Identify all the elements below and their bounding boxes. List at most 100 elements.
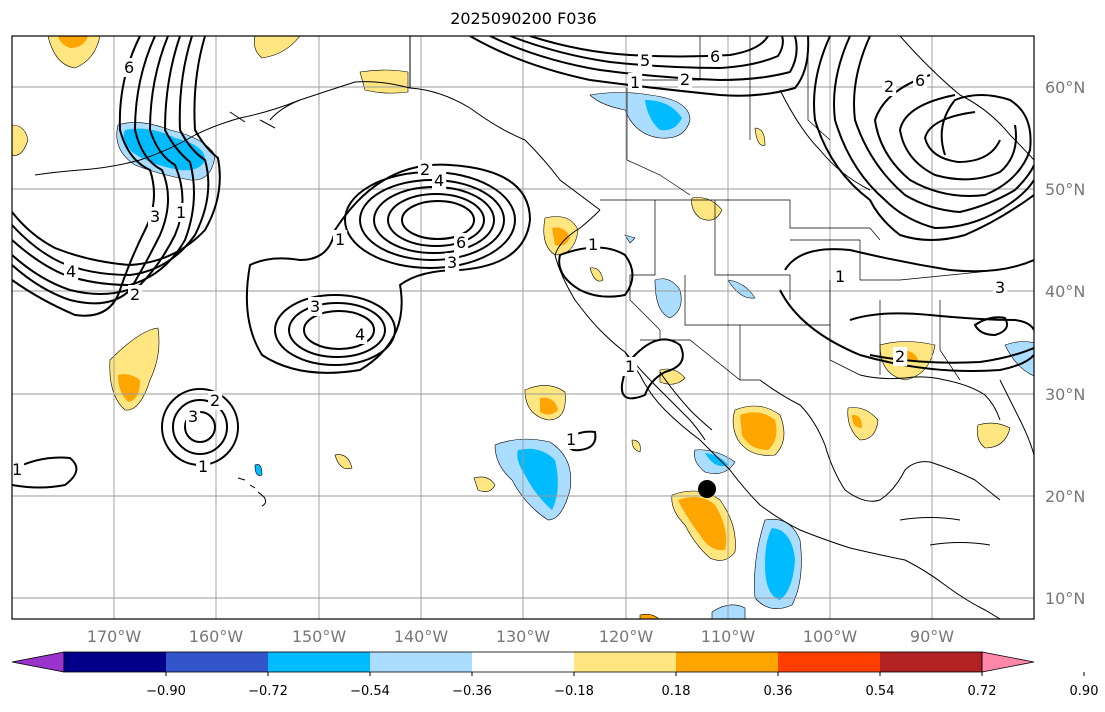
contour-label: 3 [310,297,320,316]
contour-label: 3 [447,253,457,272]
contour-label-halo [564,430,579,449]
contour-label: 6 [915,71,925,90]
colorbar-swatch [574,652,677,672]
contour-label: 2 [420,160,430,179]
map-frame [11,35,1035,620]
contour-label-halo [833,267,848,286]
contour-label-halo [418,160,433,179]
contour-label-halo [128,285,143,304]
lon-label: 150°W [292,627,347,646]
contour-label: 6 [456,233,466,252]
colorbar-tick-label: 0.72 [968,684,997,699]
contour-label: 1 [625,357,635,376]
contour-label-halo [454,233,469,252]
negative-anomaly-shading [116,92,1034,619]
contour-label: 2 [130,285,140,304]
colorbar-swatch [880,652,983,672]
lon-label: 170°W [87,627,142,646]
lat-label: 40°N [1045,282,1085,301]
contour-label-halo [708,47,723,66]
contour-label-halo [628,73,643,92]
contour-label-halo [993,278,1008,297]
contour-label: 1 [335,230,345,249]
colorbar-tick-label: −0.18 [554,684,594,699]
contour-label: 4 [66,262,76,281]
contour-label-halo [12,460,25,479]
contour-label: 1 [176,203,186,222]
contour-label: 1 [835,267,845,286]
contour-label-halo [913,71,928,90]
contour-label-halo [196,457,211,476]
lon-label: 120°W [599,627,654,646]
longitude-labels: 170°W 160°W 150°W 140°W 130°W 120°W 110°… [87,627,954,646]
contour-label: 2 [210,391,220,410]
contour-label-halo [882,77,897,96]
contour-label-halo [678,70,693,89]
map-title: 2025090200 F036 [450,9,597,28]
contour-label: 6 [710,47,720,66]
latitude-labels: 60°N 50°N 40°N 30°N 20°N 10°N [1045,78,1085,608]
coastlines [34,36,1034,619]
lat-label: 30°N [1045,385,1085,404]
contour-label: 1 [566,430,576,449]
colorbar-tick-label: −0.36 [452,684,492,699]
contour-label: 1 [630,73,640,92]
colorbar-swatch [778,652,881,672]
contour-label-halo [445,253,460,272]
contour-label-halo [586,235,601,254]
lat-label: 20°N [1045,487,1085,506]
contour-label: 2 [895,347,905,366]
contour-label: 3 [150,207,160,226]
contour-label: 2 [884,77,894,96]
colorbar-swatch [166,652,269,672]
colorbar: −0.90 −0.72 −0.54 −0.36 −0.18 0.18 0.36 0.54 0.7… [11,651,1099,699]
contour-label: 1 [12,460,22,479]
colorbar-frame [63,651,983,673]
lon-label: 160°W [189,627,244,646]
colorbar-extend-low [11,651,65,673]
storm-center-dot [698,480,716,498]
lat-label: 10°N [1045,589,1085,608]
colorbar-tick-label: −0.72 [248,684,288,699]
lat-label: 50°N [1045,180,1085,199]
colorbar-tick-label: −0.90 [146,684,186,699]
contour-label: 1 [588,235,598,254]
colorbar-tick-label: 0.54 [866,684,895,699]
contour-label: 3 [995,278,1005,297]
contour-label-halo [333,230,348,249]
contour-label: 4 [434,171,444,190]
contour-label: 5 [640,51,650,70]
contour-label-halo [122,58,137,77]
contour-label-halo [186,407,201,426]
contour-label-halo [174,203,189,222]
colorbar-extend-high [981,651,1035,673]
colorbar-tick-label: 0.18 [662,684,691,699]
contour-label-group: 6 4 3 2 1 2 4 6 3 1 3 4 3 2 1 5 6 1 2 2 … [12,47,1008,479]
contour-label-halo [208,391,223,410]
contour-label-halo [148,207,163,226]
contour-label-halo [623,357,638,376]
contour-label-halo [308,297,323,316]
contour-label-halo [432,171,447,190]
contour-label: 4 [355,325,365,344]
colorbar-tick-label: 0.90 [1070,684,1099,699]
contour-label: 6 [124,58,134,77]
lat-label: 60°N [1045,78,1085,97]
positive-anomaly-shading [12,36,1011,619]
lon-label: 140°W [394,627,449,646]
contour-label-halo [893,347,908,366]
colorbar-swatch [268,652,371,672]
contour-label-halo [353,325,368,344]
colorbar-swatch [472,652,575,672]
lon-label: 90°W [910,627,954,646]
lon-label: 130°W [496,627,551,646]
colorbar-tick-label: −0.54 [350,684,390,699]
colorbar-swatch [676,652,779,672]
contour-label-halo [64,262,79,281]
contour-label: 1 [198,457,208,476]
lon-label: 100°W [803,627,858,646]
contour-label: 3 [188,407,198,426]
colorbar-swatch [370,652,473,672]
colorbar-tick-label: 0.36 [764,684,793,699]
contour-label: 2 [680,70,690,89]
